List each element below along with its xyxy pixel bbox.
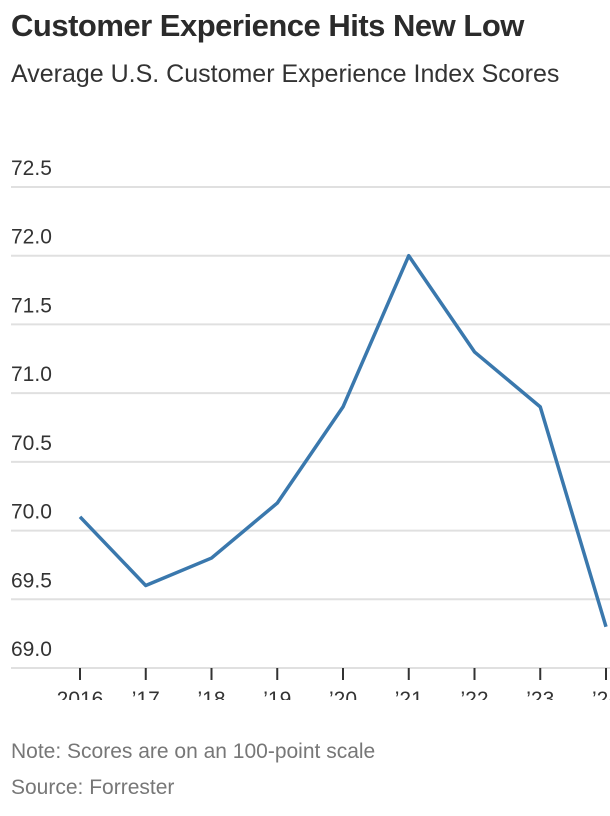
x-tick-label: ’17 xyxy=(132,688,160,700)
chart-title: Customer Experience Hits New Low xyxy=(11,8,524,43)
source: Source: Forrester xyxy=(11,776,175,799)
y-tick-label: 69.5 xyxy=(11,569,52,592)
y-tick-label: 71.0 xyxy=(11,363,52,386)
x-tick-label: ’21 xyxy=(395,688,423,700)
y-tick-label: 72.5 xyxy=(11,157,52,180)
series-line xyxy=(78,253,608,628)
x-tick-label: ’23 xyxy=(526,688,554,700)
y-tick-label: 69.0 xyxy=(11,638,52,661)
x-tick-label: ’19 xyxy=(263,688,291,700)
x-tick-label: ’20 xyxy=(329,688,357,700)
y-tick-label: 72.0 xyxy=(11,226,52,249)
x-tick-label: 2016 xyxy=(57,688,104,700)
y-tick-label: 71.5 xyxy=(11,294,52,317)
y-tick-label: 70.5 xyxy=(11,432,52,455)
chart-subtitle: Average U.S. Customer Experience Index S… xyxy=(11,60,560,88)
note: Note: Scores are on an 100-point scale xyxy=(11,740,376,763)
line-chart: 69.0 69.5 70.0 70.5 71.0 71.5 72.0 72.5 2016 ’17 ’… xyxy=(11,157,610,700)
x-tick-label: ’18 xyxy=(197,688,225,700)
x-tick-label: ’24 xyxy=(592,688,610,700)
x-tick-label: ’22 xyxy=(460,688,488,700)
y-tick-label: 70.0 xyxy=(11,501,52,524)
